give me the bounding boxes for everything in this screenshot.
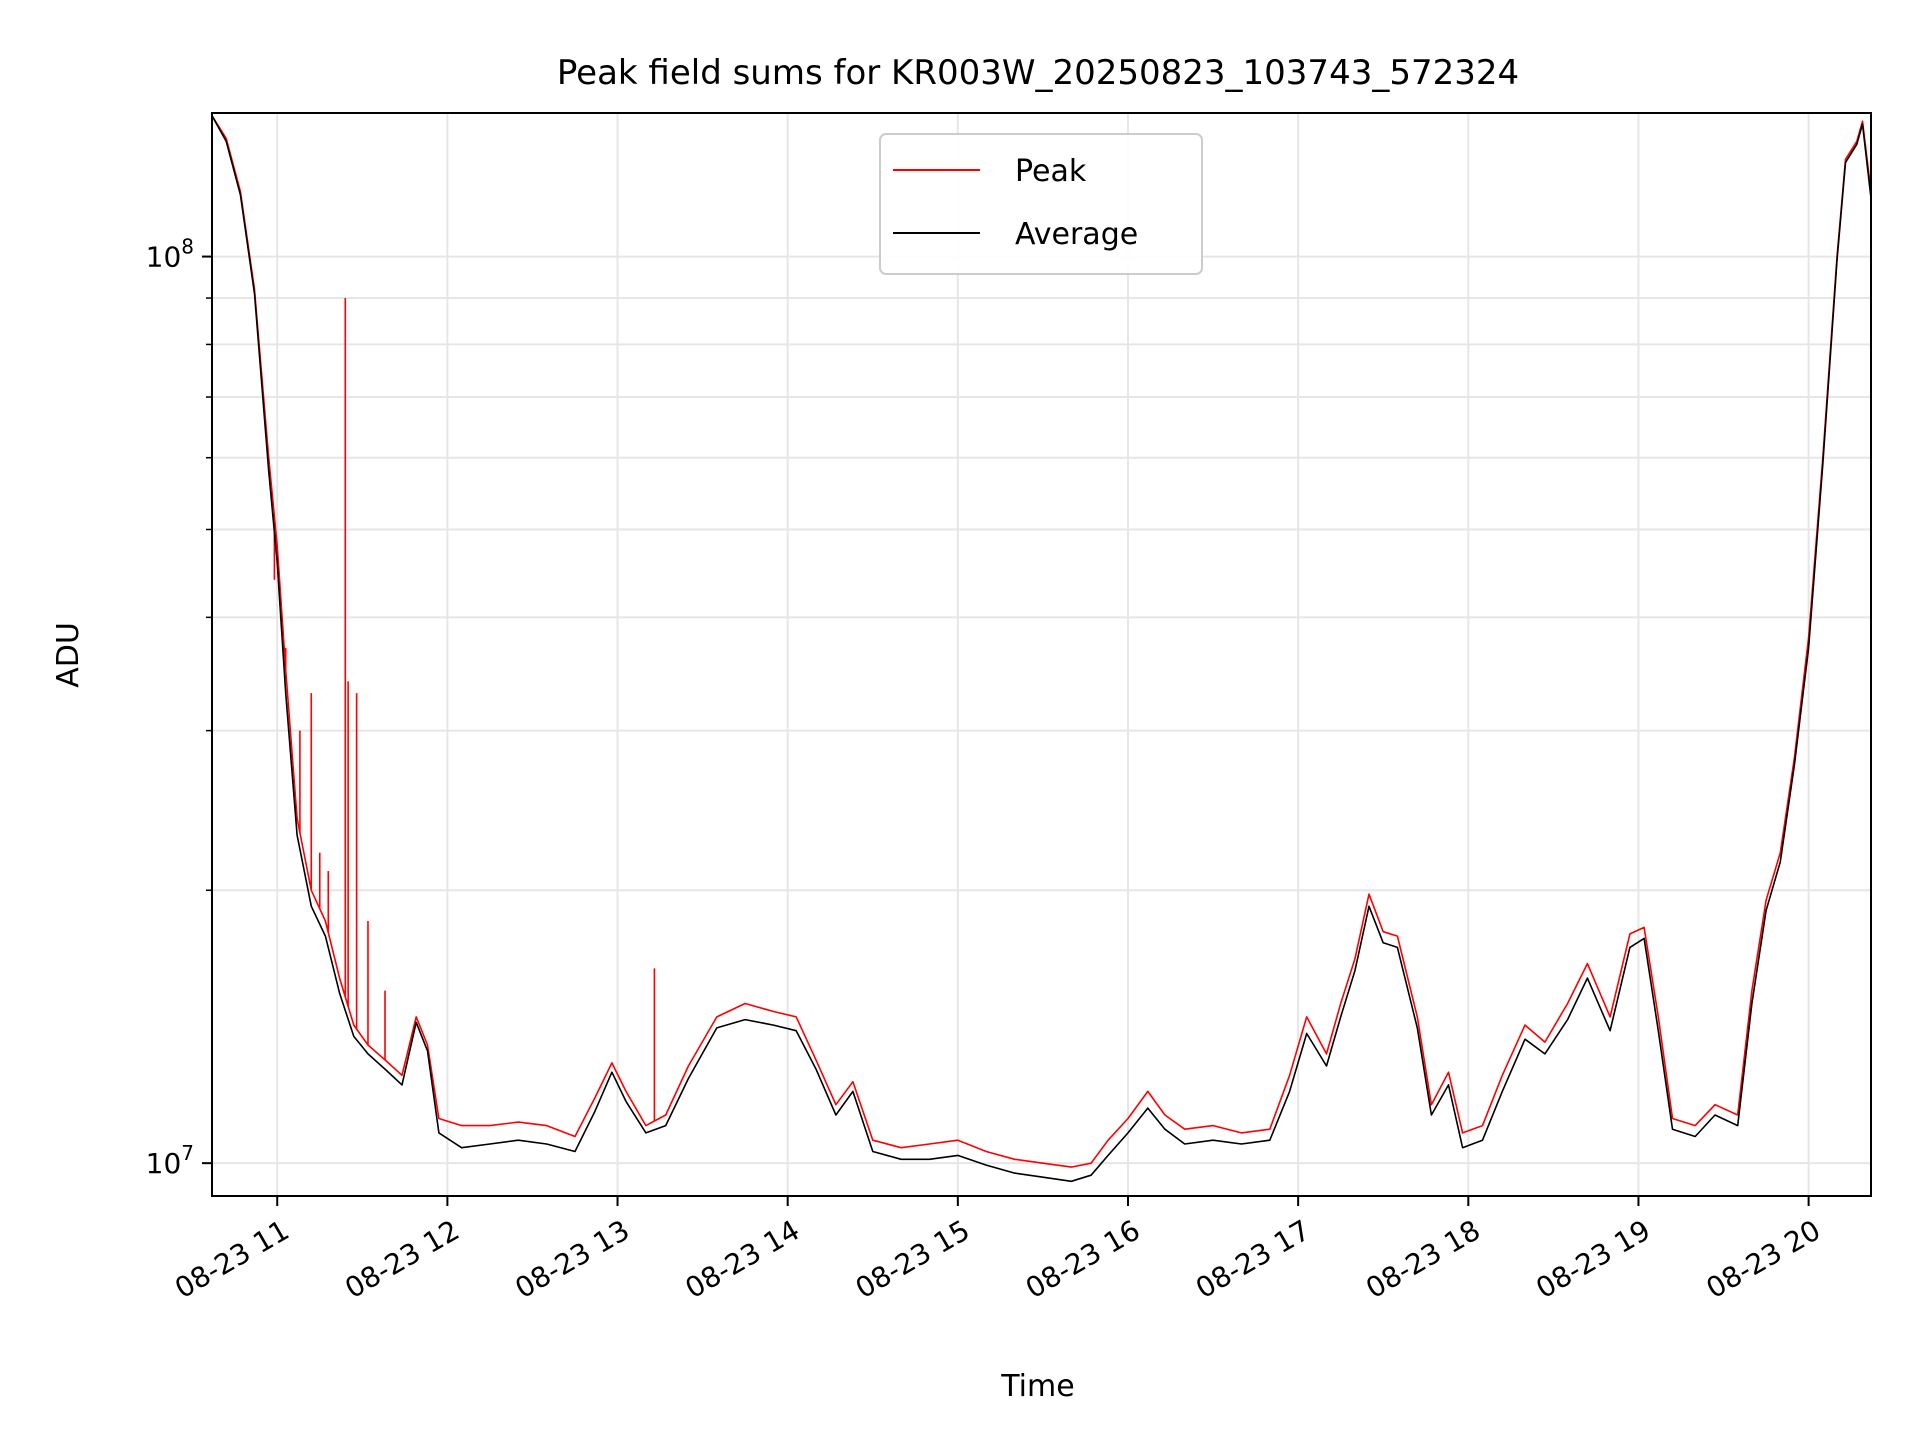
legend-label-average: Average <box>1015 217 1138 252</box>
y-tick-label: 107 <box>146 1141 194 1180</box>
plot-frame <box>211 112 1872 1197</box>
chart-title: Peak field sums for KR003W_20250823_1037… <box>557 53 1519 93</box>
legend-label-peak: Peak <box>1015 154 1087 189</box>
series-line-peak <box>212 115 1871 1168</box>
y-axis-label: ADU <box>51 622 86 688</box>
plot-area-series <box>212 115 1871 1183</box>
legend: Peak Average <box>879 133 1203 275</box>
series-line-average <box>212 115 1871 1183</box>
y-tick-label: 108 <box>146 235 194 274</box>
x-axis-label: Time <box>1000 1369 1074 1404</box>
